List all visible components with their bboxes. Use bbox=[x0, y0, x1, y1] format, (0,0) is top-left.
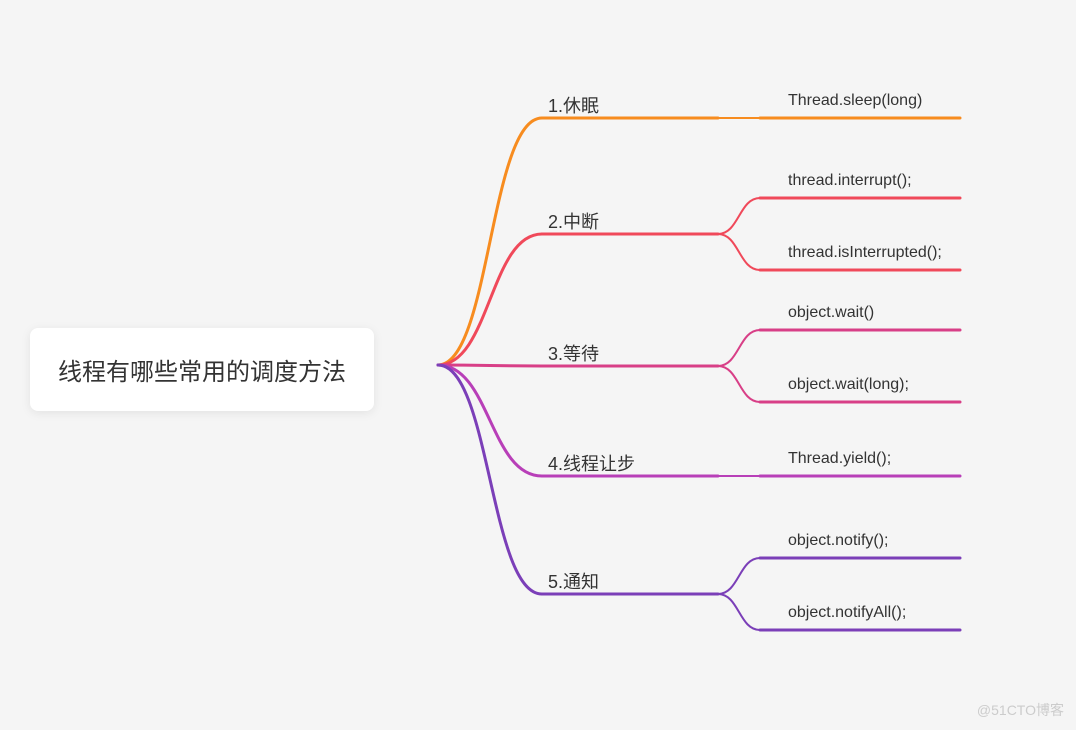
branch-sleep: 1.休眠 bbox=[548, 92, 599, 118]
leaf-notify-all: object.notifyAll(); bbox=[788, 604, 906, 622]
leaf-sleep-long: Thread.sleep(long) bbox=[788, 92, 922, 110]
leaf-is-interrupted: thread.isInterrupted(); bbox=[788, 244, 942, 262]
root-label: 线程有哪些常用的调度方法 bbox=[58, 359, 346, 386]
branch-wait: 3.等待 bbox=[548, 340, 599, 366]
root-node: 线程有哪些常用的调度方法 bbox=[30, 328, 374, 411]
branch-notify: 5.通知 bbox=[548, 568, 599, 594]
leaf-wait-noarg: object.wait() bbox=[788, 304, 874, 322]
leaf-wait-long: object.wait(long); bbox=[788, 376, 909, 394]
watermark: @51CTO博客 bbox=[977, 700, 1064, 720]
leaf-interrupt-call: thread.interrupt(); bbox=[788, 172, 912, 190]
leaf-notify-one: object.notify(); bbox=[788, 532, 888, 550]
branch-interrupt: 2.中断 bbox=[548, 208, 599, 234]
leaf-thread-yield: Thread.yield(); bbox=[788, 450, 891, 468]
branch-yield: 4.线程让步 bbox=[548, 450, 635, 476]
